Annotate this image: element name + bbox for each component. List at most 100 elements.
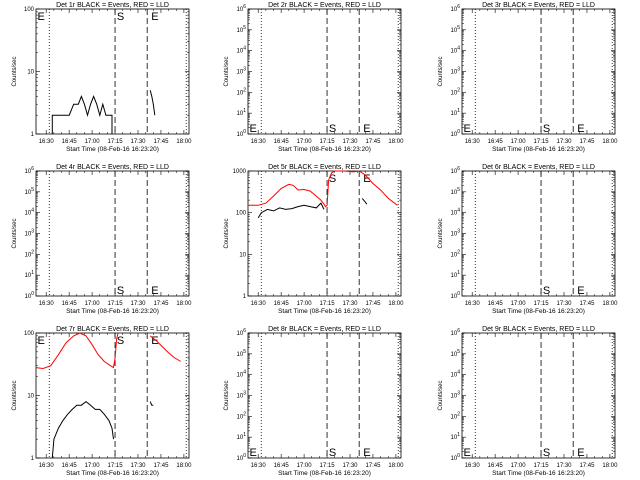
y-tick-label: 103 — [25, 229, 35, 238]
x-axis-label: Start Time (08-Feb-16 16:23:20) — [492, 470, 585, 477]
x-tick-label: 17:15 — [534, 301, 550, 307]
x-tick-label: 17:00 — [297, 463, 313, 469]
panel-title: Det 7r BLACK = Events, RED = LLD — [56, 326, 169, 333]
marker-E: E — [250, 123, 257, 135]
x-tick-label: 17:30 — [556, 463, 572, 469]
series-events — [149, 90, 156, 116]
x-tick-label: 16:45 — [488, 139, 504, 145]
y-tick-label: 102 — [237, 411, 247, 420]
x-axis-label: Start Time (08-Feb-16 16:23:20) — [66, 146, 159, 153]
panel-title: Det 3r BLACK = Events, RED = LLD — [482, 2, 595, 9]
y-axis-label: Counts/sec — [224, 380, 230, 410]
series-lld — [248, 170, 398, 208]
panel-det-2r: Det 2r BLACK = Events, RED = LLD 100 101 10… — [224, 2, 404, 153]
y-axis-label: Counts/sec — [12, 380, 18, 410]
series-lld — [35, 332, 119, 370]
marker-E: E — [151, 335, 158, 347]
x-tick-label: 17:30 — [342, 463, 358, 469]
y-tick-label: 1 — [31, 132, 35, 138]
x-tick-label: 17:30 — [130, 139, 146, 145]
marker-E: E — [38, 335, 45, 347]
y-tick-label: 102 — [451, 87, 461, 96]
x-axis-label: Start Time (08-Feb-16 16:23:20) — [66, 308, 159, 315]
x-tick-label: 18:00 — [602, 463, 618, 469]
y-tick-label: 101 — [451, 432, 461, 441]
y-tick-label: 100 — [24, 7, 35, 13]
x-tick-label: 17:45 — [579, 463, 595, 469]
marker-E: E — [577, 123, 584, 135]
y-tick-label: 104 — [451, 46, 461, 55]
x-tick-label: 17:30 — [130, 301, 146, 307]
y-tick-label: 10 — [27, 70, 34, 76]
panel-title: Det 4r BLACK = Events, RED = LLD — [56, 164, 169, 171]
y-tick-label: 105 — [237, 25, 247, 34]
marker-E: E — [151, 285, 158, 297]
marker-S: S — [329, 447, 336, 459]
marker-E: E — [464, 447, 471, 459]
y-tick-label: 105 — [451, 187, 461, 196]
y-tick-label: 100 — [237, 129, 247, 138]
y-tick-label: 105 — [25, 187, 35, 196]
y-tick-label: 103 — [451, 391, 461, 400]
y-tick-label: 102 — [451, 411, 461, 420]
y-tick-label: 102 — [237, 87, 247, 96]
x-tick-label: 18:00 — [388, 463, 404, 469]
y-tick-label: 105 — [237, 349, 247, 358]
y-tick-label: 103 — [451, 229, 461, 238]
marker-E: E — [363, 447, 370, 459]
marker-E: E — [363, 123, 370, 135]
y-tick-label: 1000 — [233, 169, 247, 175]
y-tick-label: 105 — [451, 25, 461, 34]
panel-title: Det 8r BLACK = Events, RED = LLD — [268, 326, 381, 333]
x-tick-label: 17:30 — [342, 301, 358, 307]
plot-frame — [35, 170, 190, 297]
panel-det-8r: Det 8r BLACK = Events, RED = LLD 100 101 10… — [224, 326, 404, 477]
series-events — [361, 198, 368, 205]
y-tick-label: 100 — [451, 129, 461, 138]
x-tick-label: 17:30 — [130, 463, 146, 469]
plot-frame — [35, 332, 190, 459]
marker-S: S — [543, 123, 550, 135]
y-tick-label: 100 — [236, 211, 247, 217]
marker-S: S — [117, 335, 124, 347]
plot-frame — [461, 332, 616, 459]
x-tick-label: 17:45 — [579, 301, 595, 307]
series-events — [257, 202, 325, 219]
y-tick-label: 101 — [451, 108, 461, 117]
y-tick-label: 1 — [243, 294, 247, 300]
x-tick-label: 17:15 — [534, 463, 550, 469]
x-tick-label: 16:45 — [488, 463, 504, 469]
x-tick-label: 16:45 — [488, 301, 504, 307]
x-tick-label: 17:15 — [108, 139, 124, 145]
y-tick-label: 101 — [451, 270, 461, 279]
x-tick-label: 16:30 — [251, 463, 267, 469]
y-axis-label: Counts/sec — [12, 218, 18, 248]
x-tick-label: 17:45 — [579, 139, 595, 145]
x-tick-label: 16:30 — [251, 139, 267, 145]
y-tick-label: 104 — [25, 208, 35, 217]
panel-det-5r: Det 5r BLACK = Events, RED = LLD 1 10 100 10… — [224, 164, 404, 315]
x-tick-label: 17:00 — [511, 301, 527, 307]
x-tick-label: 17:30 — [556, 139, 572, 145]
marker-S: S — [117, 11, 124, 23]
x-tick-label: 17:15 — [534, 139, 550, 145]
plot-frame — [247, 8, 402, 135]
plot-frame — [461, 170, 616, 297]
series-events — [51, 400, 114, 459]
x-tick-label: 16:30 — [39, 139, 55, 145]
y-tick-label: 100 — [237, 453, 247, 462]
series-events — [149, 401, 154, 406]
panel-title: Det 9r BLACK = Events, RED = LLD — [482, 326, 595, 333]
marker-E: E — [363, 173, 370, 185]
x-axis-label: Start Time (08-Feb-16 16:23:20) — [492, 308, 585, 315]
series-events — [51, 95, 113, 134]
x-tick-label: 17:00 — [297, 139, 313, 145]
x-tick-label: 16:30 — [465, 139, 481, 145]
x-tick-label: 17:45 — [153, 463, 169, 469]
x-tick-label: 17:45 — [153, 301, 169, 307]
x-tick-label: 18:00 — [602, 301, 618, 307]
marker-E: E — [577, 447, 584, 459]
plot-frame — [247, 332, 402, 459]
panel-title: Det 1r BLACK = Events, RED = LLD — [56, 2, 169, 9]
